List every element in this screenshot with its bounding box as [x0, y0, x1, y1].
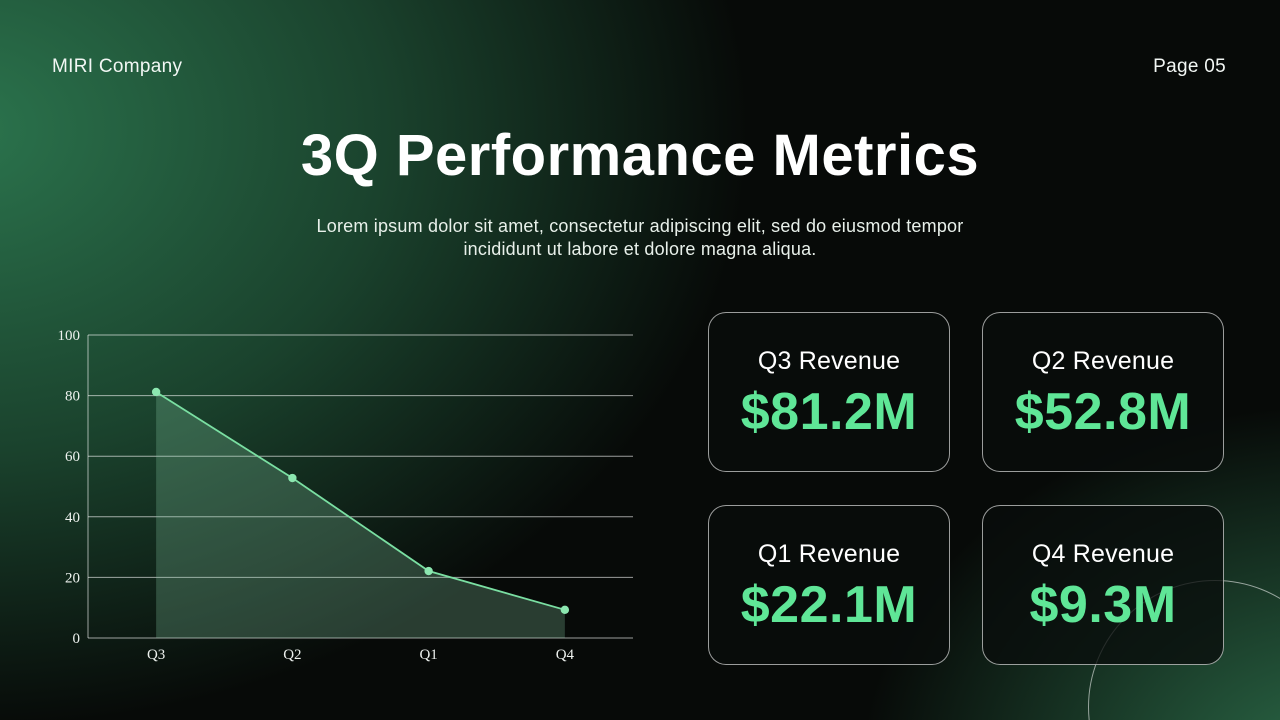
data-point [151, 387, 161, 397]
revenue-cards-grid: Q3 Revenue $81.2M Q2 Revenue $52.8M Q1 R… [708, 312, 1224, 665]
revenue-line [155, 391, 566, 611]
revenue-chart: 0 20 40 60 80 100 Q3 Q2 Q1 Q4 [50, 324, 645, 670]
x-tick-label: Q1 [419, 647, 437, 663]
slide-header: MIRI Company Page 05 [52, 56, 1226, 78]
subtitle-line-1: Lorem ipsum dolor sit amet, consectetur … [316, 216, 964, 236]
card-value: $22.1M [740, 575, 918, 634]
page-title: 3Q Performance Metrics [300, 123, 980, 188]
x-tick-label: Q4 [556, 647, 575, 663]
card-label: Q3 Revenue [757, 346, 901, 375]
revenue-area-chart-svg: 0 20 40 60 80 100 Q3 Q2 Q1 Q4 [58, 328, 633, 663]
card-value: $81.2M [740, 382, 918, 441]
data-point [424, 566, 433, 576]
y-tick-label: 0 [73, 631, 81, 647]
data-point [288, 473, 297, 483]
card-label: Q2 Revenue [1031, 346, 1175, 375]
card-value: $9.3M [1029, 575, 1177, 634]
revenue-card-q1: Q1 Revenue $22.1M [708, 505, 950, 665]
page-number: Page 05 [1153, 56, 1226, 77]
revenue-card-q2: Q2 Revenue $52.8M [982, 312, 1224, 472]
company-name: MIRI Company [52, 56, 183, 77]
subtitle-line-2: incididunt ut labore et dolore magna ali… [463, 239, 817, 259]
y-tick-label: 40 [65, 510, 80, 526]
card-label: Q1 Revenue [757, 539, 901, 568]
x-tick-label: Q3 [147, 647, 165, 663]
x-tick-label: Q2 [283, 647, 301, 663]
y-tick-label: 100 [58, 328, 81, 344]
y-tick-label: 20 [65, 570, 80, 586]
revenue-card-q3: Q3 Revenue $81.2M [708, 312, 950, 472]
subtitle: Lorem ipsum dolor sit amet, consectetur … [0, 215, 1280, 261]
y-tick-label: 60 [65, 449, 80, 465]
revenue-card-q4: Q4 Revenue $9.3M [982, 505, 1224, 665]
y-tick-label: 80 [65, 389, 80, 405]
card-value: $52.8M [1014, 382, 1192, 441]
card-label: Q4 Revenue [1031, 539, 1175, 568]
revenue-area [156, 391, 565, 638]
data-point [560, 605, 570, 615]
